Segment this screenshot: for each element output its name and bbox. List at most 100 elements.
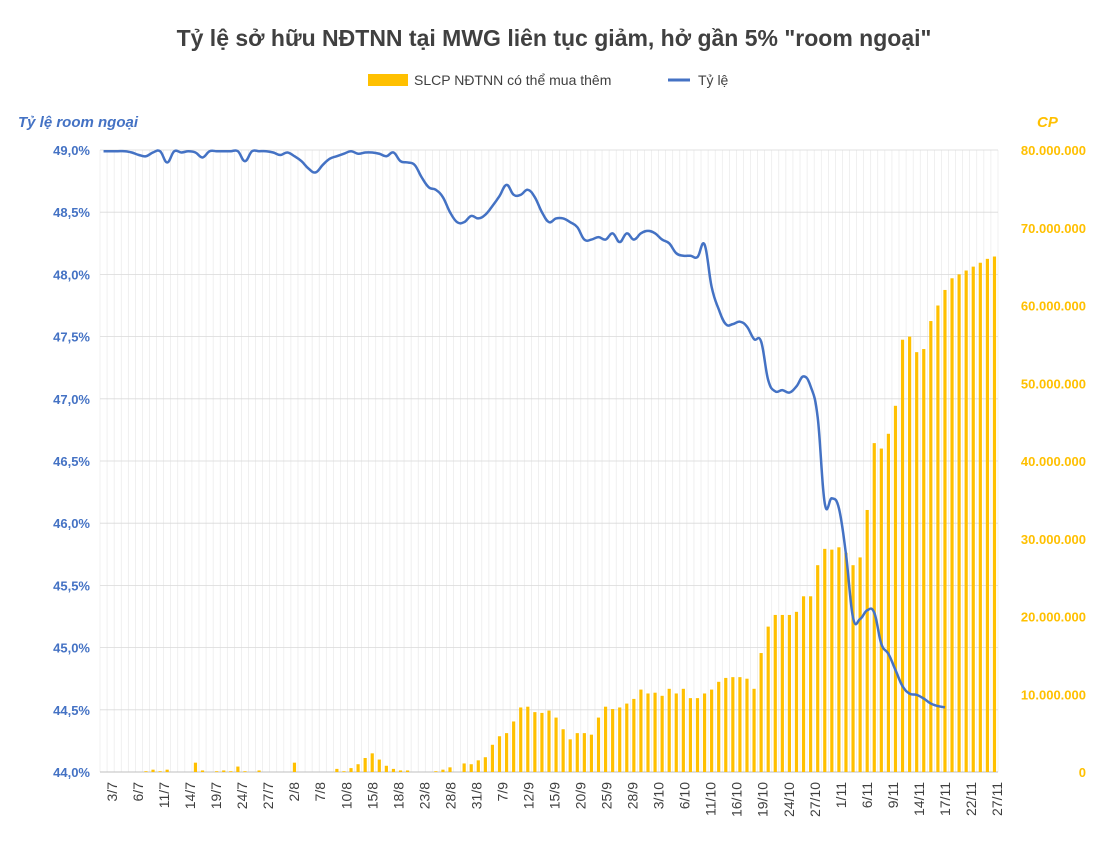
bar xyxy=(886,433,890,772)
bar xyxy=(504,733,509,772)
bar xyxy=(851,565,855,772)
x-tick-label: 15/8 xyxy=(364,782,380,809)
x-tick-label: 27/10 xyxy=(807,782,823,817)
y-left-tick-label: 48,5% xyxy=(53,205,90,220)
x-tick-label: 3/7 xyxy=(104,782,120,802)
x-tick-label: 23/8 xyxy=(416,782,432,809)
y-left-tick-label: 49,0% xyxy=(53,143,90,158)
bar xyxy=(646,693,650,772)
x-tick-label: 14/7 xyxy=(182,782,198,809)
y-right-tick-label: 30.000.000 xyxy=(1021,532,1086,547)
bar xyxy=(391,768,396,772)
bar xyxy=(908,336,912,772)
legend-bar-label: SLCP NĐTNN có thể mua thêm xyxy=(414,72,611,88)
bar xyxy=(922,349,926,772)
x-tick-label: 31/8 xyxy=(468,782,484,809)
bar xyxy=(540,712,544,772)
bar xyxy=(356,764,360,772)
x-tick-label: 20/9 xyxy=(573,782,589,809)
bar xyxy=(653,692,657,772)
bar xyxy=(165,769,169,772)
bar xyxy=(158,771,162,772)
bar xyxy=(738,677,742,772)
bar xyxy=(936,305,940,772)
x-tick-label: 19/10 xyxy=(755,782,771,817)
bar xyxy=(681,688,685,772)
bar xyxy=(809,596,813,772)
x-tick-label: 1/11 xyxy=(833,782,849,808)
legend: SLCP NĐTNN có thể mua thêm Tỷ lệ xyxy=(368,72,729,88)
bar xyxy=(752,688,756,772)
bar xyxy=(625,703,629,772)
y-right-tick-label: 50.000.000 xyxy=(1021,376,1086,391)
bar xyxy=(236,766,240,772)
x-tick-label: 18/8 xyxy=(390,782,406,809)
x-tick-label: 6/7 xyxy=(130,782,146,802)
bar xyxy=(533,712,537,772)
bar xyxy=(490,744,495,772)
bar xyxy=(603,706,608,772)
bar xyxy=(950,278,954,772)
bar xyxy=(964,270,968,772)
bar xyxy=(915,352,919,772)
y-left-ticks: 44,0% 44,5% 45,0% 45,5% 46,0% 46,5% 47,0% 47,5%… xyxy=(53,143,90,780)
bar xyxy=(561,729,565,772)
bar xyxy=(759,653,763,772)
bar xyxy=(243,771,247,772)
bar xyxy=(702,693,707,772)
bar xyxy=(816,565,820,772)
y-left-tick-label: 46,5% xyxy=(53,454,90,469)
bar xyxy=(667,688,671,772)
x-tick-label: 7/8 xyxy=(312,782,328,802)
x-tick-label: 24/10 xyxy=(781,782,797,817)
x-tick-label: 10/8 xyxy=(338,782,354,809)
x-tick-label: 17/11 xyxy=(937,782,953,816)
bar xyxy=(844,552,848,772)
bar xyxy=(943,289,947,772)
bar xyxy=(978,262,982,772)
bar xyxy=(858,557,862,772)
bar xyxy=(483,757,487,772)
x-ticks: 3/7 6/7 11/7 14/7 19/7 24/7 27/7 2/8 7/8 10/8 15/8… xyxy=(104,782,1005,817)
bar xyxy=(971,266,975,772)
bar xyxy=(830,549,834,772)
x-tick-label: 2/8 xyxy=(286,782,302,802)
y-left-tick-label: 48,0% xyxy=(53,267,90,282)
line-path xyxy=(103,149,946,709)
bar xyxy=(292,762,297,772)
bar xyxy=(229,771,233,772)
bar xyxy=(724,677,728,772)
bar xyxy=(462,763,466,772)
bar xyxy=(660,695,664,772)
x-tick-label: 11/10 xyxy=(703,782,719,816)
bar xyxy=(773,614,777,772)
x-tick-label: 6/10 xyxy=(677,782,693,809)
x-tick-label: 12/9 xyxy=(520,782,536,809)
y-right-ticks: 0 10.000.000 20.000.000 30.000.000 40.000.00… xyxy=(1021,143,1086,780)
bar xyxy=(582,733,586,772)
x-tick-label: 27/7 xyxy=(260,782,276,809)
y-left-tick-label: 45,5% xyxy=(53,578,90,593)
bar xyxy=(349,768,353,772)
bar xyxy=(674,693,678,772)
bar xyxy=(512,721,516,772)
y-right-tick-label: 80.000.000 xyxy=(1021,143,1086,158)
bar-series xyxy=(144,256,997,773)
bar xyxy=(879,448,883,772)
bar xyxy=(448,767,452,772)
bar xyxy=(900,339,905,772)
bar xyxy=(745,678,749,772)
grid xyxy=(99,149,999,773)
x-tick-label: 6/11 xyxy=(859,782,875,808)
y-left-tick-label: 47,5% xyxy=(53,330,90,345)
bar xyxy=(893,405,898,772)
bar xyxy=(787,614,792,772)
bar xyxy=(151,769,155,772)
bar xyxy=(405,770,410,772)
x-tick-label: 27/11 xyxy=(989,782,1005,816)
y-left-tick-label: 46,0% xyxy=(53,516,90,531)
x-tick-label: 16/10 xyxy=(729,782,745,817)
y-left-tick-label: 47,0% xyxy=(53,392,90,407)
bar xyxy=(710,689,714,772)
